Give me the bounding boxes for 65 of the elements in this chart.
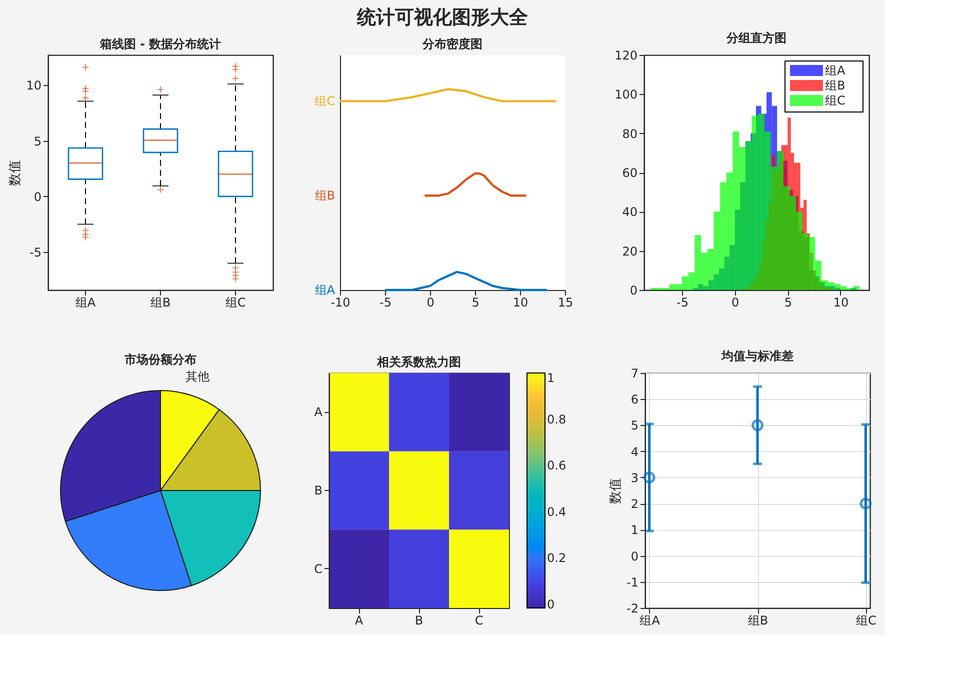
y-tick-label: 2 <box>630 497 638 512</box>
x-tick-label: 组B <box>748 614 768 628</box>
legend-label: 组B <box>825 78 846 92</box>
x-tick-label: -10 <box>330 296 350 310</box>
y-axis-title: 数值 <box>608 478 624 504</box>
x-tick-label: 组A <box>640 614 661 628</box>
x-tick-label: B <box>414 614 424 628</box>
x-tick-label: 组C <box>225 296 246 310</box>
x-tick-label: 10 <box>512 296 528 310</box>
x-tick-label: 10 <box>833 296 849 310</box>
y-tick-label: -1 <box>626 575 638 590</box>
y-tick-label: -2 <box>626 602 638 616</box>
y-tick-label: 120 <box>614 48 638 62</box>
chart-title: 相关系数热力图 <box>376 355 461 369</box>
y-tick-label: 7 <box>630 366 638 380</box>
y-tick-label: 100 <box>614 88 638 102</box>
color-bar-label: 0.4 <box>547 504 566 519</box>
color-bar-label: 0.8 <box>547 412 566 426</box>
x-tick-label: C <box>474 614 484 628</box>
y-tick-label: A <box>314 405 324 420</box>
x-tick-label: 0 <box>732 296 740 310</box>
y-tick-label: B <box>314 484 322 498</box>
legend-label: 组C <box>825 94 846 108</box>
color-bar-label: 0 <box>547 598 555 612</box>
y-tick-label: 4 <box>630 444 638 459</box>
y-tick-label: 10 <box>26 78 42 93</box>
y-tick-label: 20 <box>622 244 638 258</box>
y-tick-label: 6 <box>630 392 638 407</box>
series-label: 组C <box>314 94 335 108</box>
color-bar-label: 1 <box>547 371 555 385</box>
legend-label: 组A <box>825 64 846 78</box>
y-tick-label: 0 <box>34 190 42 204</box>
y-tick-label: 5 <box>34 134 42 148</box>
chart-title: 均值与标准差 <box>720 349 794 363</box>
x-tick-label: 组C <box>856 614 876 628</box>
chart-title: 市场份额分布 <box>124 352 196 366</box>
y-tick-label: 5 <box>630 418 638 433</box>
text: 组A <box>314 283 336 297</box>
y-tick-label: 60 <box>622 166 638 180</box>
chart-title: 分组直方图 <box>726 31 786 45</box>
x-tick-label: 5 <box>472 296 480 310</box>
text: 统计可视化图形大全 <box>356 6 529 28</box>
y-tick-label: 80 <box>622 126 638 141</box>
slice-label: 其他 <box>186 369 210 384</box>
x-tick-label: 0 <box>426 296 434 310</box>
y-tick-label: 1 <box>630 523 638 538</box>
x-tick-label: 15 <box>558 296 574 310</box>
y-tick-label: 3 <box>630 470 638 485</box>
x-tick-label: 组B <box>150 296 171 310</box>
color-bar-label: 0.6 <box>547 458 566 473</box>
y-tick-label: -5 <box>30 246 42 260</box>
y-tick-label: C <box>314 562 322 576</box>
x-tick-label: 组A <box>75 296 96 310</box>
x-tick-label: A <box>354 614 364 628</box>
chart-title: 箱线图 - 数据分布统计 <box>98 37 222 51</box>
color-bar-label: 0.2 <box>547 551 566 566</box>
text: 组B <box>314 188 335 203</box>
y-tick-label: 40 <box>622 205 638 220</box>
x-tick-label: -5 <box>676 296 689 310</box>
y-tick-label: 0 <box>630 284 638 298</box>
x-tick-label: -5 <box>380 296 392 310</box>
x-tick-label: 5 <box>784 296 792 310</box>
y-tick-label: 0 <box>630 549 638 564</box>
y-axis-title: 数值 <box>8 160 24 186</box>
chart-title: 分布密度图 <box>422 37 482 51</box>
